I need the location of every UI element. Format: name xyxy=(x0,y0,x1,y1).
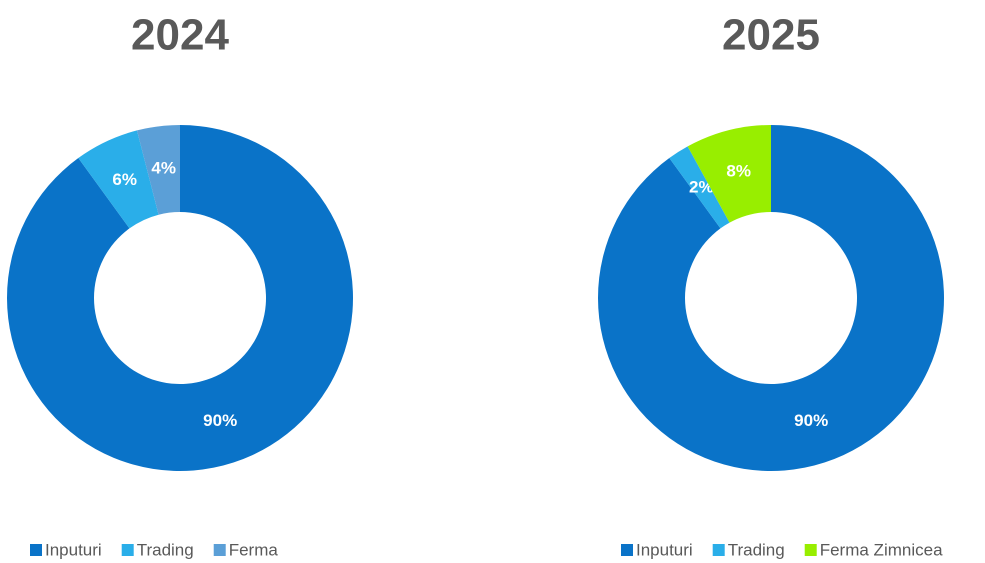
chart-title: 2024 xyxy=(131,11,229,60)
legend-swatch xyxy=(121,544,134,556)
donut-segment xyxy=(597,125,945,471)
chart-title: 2025 xyxy=(722,11,820,60)
legend-label: Inputuri xyxy=(636,540,693,559)
legend-label: Trading xyxy=(137,540,194,559)
data-label: 90% xyxy=(794,411,828,430)
legend-swatch xyxy=(712,544,725,556)
data-label: 2% xyxy=(689,178,714,197)
data-label: 4% xyxy=(151,159,176,178)
donut-segment xyxy=(136,125,180,215)
donut-segment xyxy=(687,125,771,223)
data-label: 8% xyxy=(726,162,751,181)
legend-label: Ferma xyxy=(229,540,279,559)
legend-swatch xyxy=(213,544,226,556)
data-label: 90% xyxy=(203,411,237,430)
legend-swatch xyxy=(804,544,817,556)
data-label: 6% xyxy=(112,170,137,189)
donut-segment xyxy=(6,125,353,471)
donut-segment xyxy=(78,130,159,229)
legend-label: Inputuri xyxy=(45,540,102,559)
donut-segment xyxy=(669,146,730,229)
legend-label: Trading xyxy=(728,540,785,559)
legend-swatch xyxy=(30,544,42,556)
legend-swatch xyxy=(621,544,633,556)
legend-label: Ferma Zimnicea xyxy=(820,540,943,559)
